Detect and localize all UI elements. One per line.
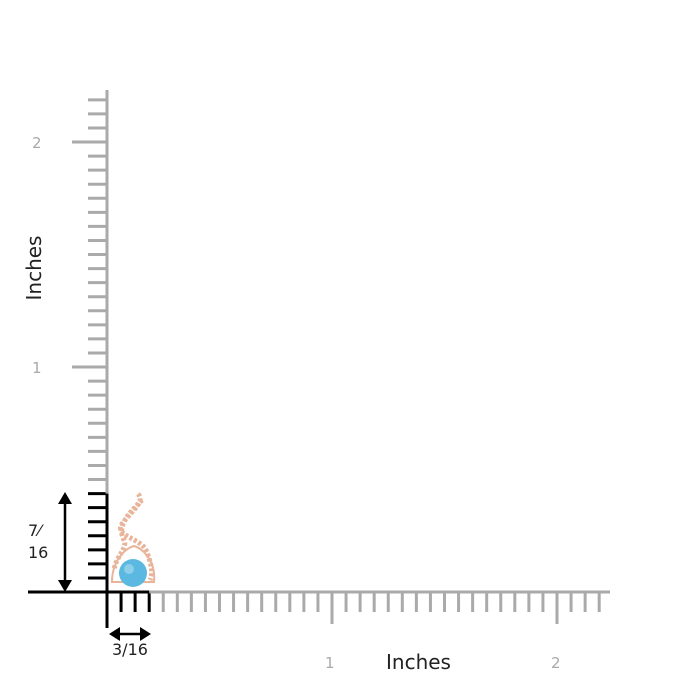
y-tick-label-1: 1	[32, 359, 42, 377]
height-numerator-line: 7⁄	[28, 520, 48, 542]
height-label: 7⁄ 16	[28, 520, 48, 564]
y-tick-label-2: 2	[32, 134, 42, 152]
pendant-image	[110, 492, 156, 587]
height-numerator: 7	[28, 521, 39, 540]
height-arrow-heads	[58, 492, 72, 592]
height-denominator: 16	[28, 543, 49, 562]
width-arrow-heads	[109, 627, 151, 641]
x-tick-label-2: 2	[551, 654, 561, 672]
x-axis-title: Inches	[386, 650, 451, 674]
y-axis-title: Inches	[22, 235, 46, 301]
x-tick-label-1: 1	[325, 654, 335, 672]
width-label: 3/16	[112, 640, 148, 659]
fraction-slash: ⁄	[38, 521, 41, 540]
